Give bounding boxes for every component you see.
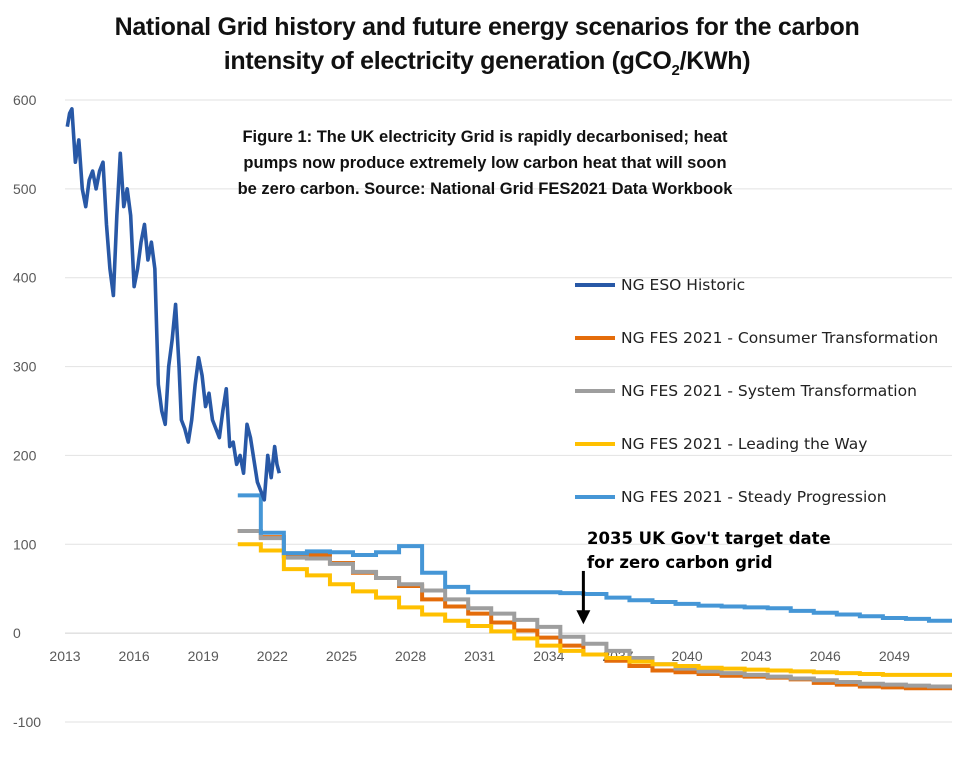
title-line-2-suffix: /KWh)	[679, 47, 751, 75]
legend-item-steady-progression: NG FES 2021 - Steady Progression	[575, 470, 938, 523]
y-tick-label: 200	[13, 447, 37, 463]
legend-label-consumer-transformation: NG FES 2021 - Consumer Transformation	[621, 328, 939, 347]
y-tick-label: 500	[13, 181, 37, 197]
x-tick-label: 2025	[326, 648, 357, 664]
x-tick-label: 2046	[810, 648, 841, 664]
y-tick-label: 0	[13, 625, 21, 641]
legend-label-leading-the-way: NG FES 2021 - Leading the Way	[621, 434, 868, 453]
subtitle-line-2: pumps now produce extremely low carbon h…	[243, 154, 727, 172]
legend-swatch-steady-progression	[575, 494, 615, 499]
x-tick-label: 2022	[257, 648, 288, 664]
series-line-ng-fes-2021-system-transformation	[237, 528, 952, 689]
series-line-ng-fes-2021-steady-progression	[237, 493, 952, 623]
y-tick-label: 100	[13, 536, 37, 552]
legend-item-historic: NG ESO Historic	[575, 258, 938, 311]
annotation-line-2: for zero carbon grid	[587, 553, 773, 572]
annotation-line-1: 2035 UK Gov't target date	[587, 529, 831, 548]
legend-swatch-historic	[575, 282, 615, 287]
series-line-ng-eso-historic	[65, 107, 282, 502]
legend-label-system-transformation: NG FES 2021 - System Transformation	[621, 381, 917, 400]
legend-item-consumer-transformation: NG FES 2021 - Consumer Transformation	[575, 311, 938, 364]
x-tick-label: 2043	[741, 648, 772, 664]
legend-swatch-system-transformation	[575, 388, 615, 393]
legend-label-historic: NG ESO Historic	[621, 275, 746, 294]
legend-item-leading-the-way: NG FES 2021 - Leading the Way	[575, 417, 938, 470]
legend-item-system-transformation: NG FES 2021 - System Transformation	[575, 364, 938, 417]
title-line-2: intensity of electricity generation (gCO…	[0, 44, 974, 88]
title-line-2-prefix: intensity of electricity generation (gCO	[223, 47, 672, 75]
y-tick-label: 600	[13, 92, 37, 108]
x-tick-label: 2034	[533, 648, 564, 664]
annotation-arrow-head	[576, 610, 591, 625]
target-date-annotation: 2035 UK Gov't target date for zero carbo…	[587, 527, 831, 575]
legend-swatch-leading-the-way	[575, 441, 615, 446]
title-subscript: 2	[671, 62, 680, 79]
legend-label-steady-progression: NG FES 2021 - Steady Progression	[621, 487, 887, 506]
y-tick-label: -100	[13, 714, 41, 730]
subtitle-line-3: be zero carbon. Source: National Grid FE…	[237, 180, 733, 198]
x-tick-label: 2016	[119, 648, 150, 664]
title-line-1: National Grid history and future energy …	[114, 13, 860, 41]
chart-legend: NG ESO Historic NG FES 2021 - Consumer T…	[575, 258, 938, 523]
subtitle-line-1: Figure 1: The UK electricity Grid is rap…	[242, 128, 728, 146]
chart-subtitle: Figure 1: The UK electricity Grid is rap…	[190, 124, 780, 202]
x-tick-label: 2031	[464, 648, 495, 664]
x-tick-label: 2049	[879, 648, 910, 664]
y-tick-label: 300	[13, 359, 37, 375]
x-tick-label: 2019	[188, 648, 219, 664]
chart-title: National Grid history and future energy …	[0, 10, 974, 88]
legend-swatch-consumer-transformation	[575, 335, 615, 340]
x-tick-label: 2013	[49, 648, 80, 664]
y-tick-label: 400	[13, 270, 37, 286]
x-tick-label: 2040	[671, 648, 702, 664]
x-tick-label: 2028	[395, 648, 426, 664]
series-line-ng-fes-2021-leading-the-way	[237, 542, 952, 677]
